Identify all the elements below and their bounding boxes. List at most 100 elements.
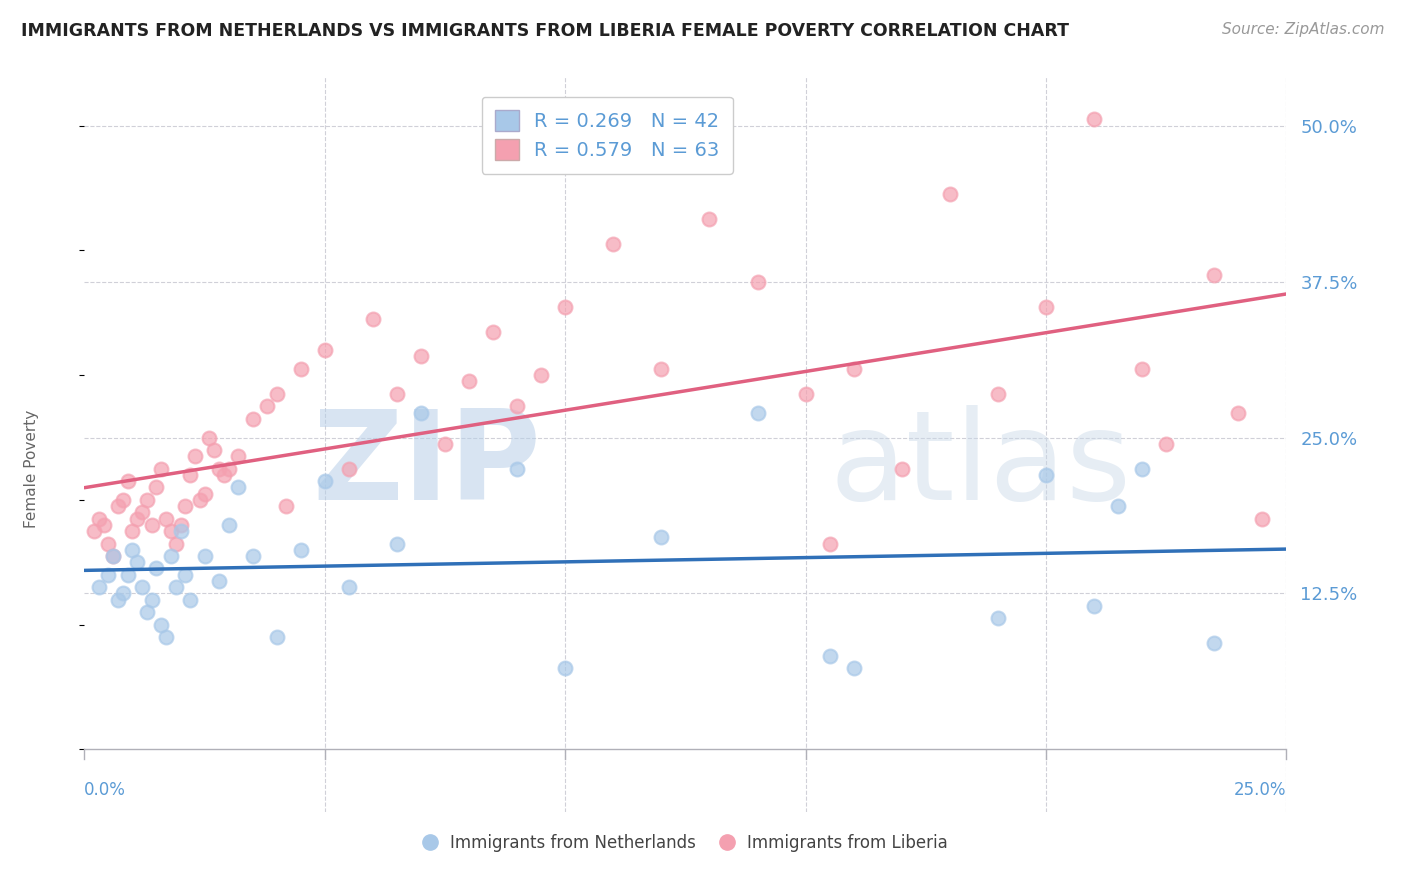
- Point: [1227, 406, 1250, 420]
- Text: 25.0%: 25.0%: [1234, 780, 1286, 798]
- Point: [1204, 268, 1226, 283]
- Point: [747, 275, 769, 289]
- Point: [1035, 467, 1057, 482]
- Point: [434, 437, 457, 451]
- Text: Source: ZipAtlas.com: Source: ZipAtlas.com: [1222, 22, 1385, 37]
- Point: [650, 362, 672, 376]
- Point: [506, 461, 529, 475]
- Text: Female Poverty: Female Poverty: [24, 409, 39, 528]
- Point: [174, 567, 197, 582]
- Point: [131, 580, 153, 594]
- Legend: Immigrants from Netherlands, Immigrants from Liberia: Immigrants from Netherlands, Immigrants …: [416, 827, 955, 859]
- Point: [1251, 511, 1274, 525]
- Point: [290, 362, 312, 376]
- Point: [155, 630, 177, 644]
- Text: IMMIGRANTS FROM NETHERLANDS VS IMMIGRANTS FROM LIBERIA FEMALE POVERTY CORRELATIO: IMMIGRANTS FROM NETHERLANDS VS IMMIGRANT…: [21, 22, 1069, 40]
- Point: [266, 630, 288, 644]
- Point: [165, 536, 187, 550]
- Point: [174, 499, 197, 513]
- Point: [212, 467, 235, 482]
- Point: [103, 549, 125, 563]
- Point: [150, 461, 173, 475]
- Point: [155, 511, 177, 525]
- Point: [337, 580, 360, 594]
- Point: [337, 461, 360, 475]
- Point: [150, 617, 173, 632]
- Point: [107, 499, 129, 513]
- Point: [506, 400, 529, 414]
- Point: [218, 461, 240, 475]
- Point: [602, 237, 624, 252]
- Text: 0.0%: 0.0%: [84, 780, 127, 798]
- Point: [842, 362, 865, 376]
- Point: [83, 524, 105, 538]
- Point: [135, 492, 157, 507]
- Point: [409, 406, 432, 420]
- Point: [121, 542, 143, 557]
- Point: [818, 648, 841, 663]
- Point: [160, 549, 183, 563]
- Point: [256, 400, 278, 414]
- Point: [202, 442, 225, 457]
- Point: [482, 325, 505, 339]
- Point: [184, 449, 207, 463]
- Point: [117, 567, 139, 582]
- Point: [97, 567, 120, 582]
- Point: [135, 605, 157, 619]
- Point: [242, 549, 264, 563]
- Point: [314, 474, 336, 488]
- Point: [385, 387, 408, 401]
- Text: ZIP: ZIP: [312, 405, 541, 526]
- Point: [1035, 300, 1057, 314]
- Point: [266, 387, 288, 401]
- Point: [87, 580, 110, 594]
- Point: [127, 511, 149, 525]
- Point: [121, 524, 143, 538]
- Point: [890, 461, 912, 475]
- Point: [93, 517, 115, 532]
- Point: [987, 387, 1010, 401]
- Point: [188, 492, 211, 507]
- Point: [218, 517, 240, 532]
- Point: [290, 542, 312, 557]
- Point: [111, 492, 134, 507]
- Point: [103, 549, 125, 563]
- Point: [208, 574, 231, 588]
- Point: [1130, 461, 1153, 475]
- Point: [1083, 112, 1105, 127]
- Point: [107, 592, 129, 607]
- Point: [939, 187, 962, 202]
- Point: [530, 368, 553, 383]
- Point: [794, 387, 817, 401]
- Point: [226, 480, 249, 494]
- Point: [747, 406, 769, 420]
- Point: [97, 536, 120, 550]
- Point: [1107, 499, 1129, 513]
- Point: [194, 486, 217, 500]
- Point: [145, 480, 167, 494]
- Text: atlas: atlas: [830, 405, 1132, 526]
- Point: [226, 449, 249, 463]
- Point: [179, 592, 201, 607]
- Point: [1156, 437, 1178, 451]
- Point: [169, 517, 191, 532]
- Point: [276, 499, 298, 513]
- Point: [314, 343, 336, 358]
- Point: [117, 474, 139, 488]
- Point: [198, 431, 221, 445]
- Point: [141, 592, 163, 607]
- Point: [242, 412, 264, 426]
- Point: [1204, 636, 1226, 650]
- Point: [194, 549, 217, 563]
- Point: [650, 530, 672, 544]
- Point: [554, 661, 576, 675]
- Point: [1130, 362, 1153, 376]
- Point: [127, 555, 149, 569]
- Point: [842, 661, 865, 675]
- Point: [131, 505, 153, 519]
- Point: [987, 611, 1010, 625]
- Point: [361, 312, 384, 326]
- Point: [87, 511, 110, 525]
- Point: [409, 350, 432, 364]
- Point: [160, 524, 183, 538]
